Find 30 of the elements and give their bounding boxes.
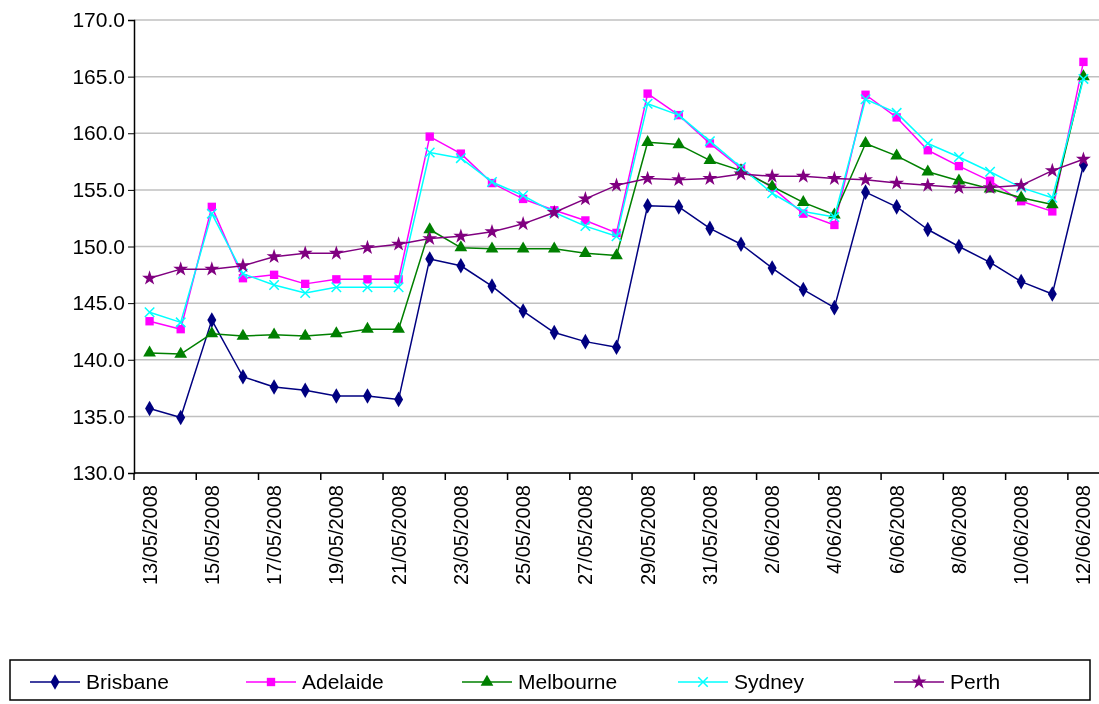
x-tick-label: 23/05/2008 [449, 485, 472, 586]
y-tick-label: 155.0 [72, 178, 125, 202]
x-tick-label: 13/05/2008 [138, 485, 161, 586]
x-tick-label: 19/05/2008 [325, 485, 348, 586]
x-tick-label: 25/05/2008 [512, 485, 535, 586]
legend-label: Sydney [734, 670, 805, 693]
y-tick-label: 170.0 [72, 8, 125, 32]
x-tick-label: 6/06/2008 [885, 485, 908, 574]
y-tick-label: 130.0 [72, 461, 125, 485]
x-tick-label: 15/05/2008 [200, 485, 223, 586]
y-tick-label: 150.0 [72, 234, 125, 258]
legend-label: Perth [950, 670, 1001, 693]
x-tick-label: 27/05/2008 [574, 485, 597, 586]
legend-label: Adelaide [302, 670, 384, 693]
x-tick-label: 8/06/2008 [947, 485, 970, 574]
y-tick-label: 140.0 [72, 347, 125, 371]
legend-label: Melbourne [518, 670, 618, 693]
x-tick-label: 4/06/2008 [823, 485, 846, 574]
y-tick-label: 160.0 [72, 121, 125, 145]
x-tick-label: 29/05/2008 [636, 485, 659, 586]
x-tick-label: 17/05/2008 [263, 485, 286, 586]
y-tick-label: 135.0 [72, 404, 125, 428]
y-tick-label: 145.0 [72, 291, 125, 315]
y-tick-label: 165.0 [72, 64, 125, 88]
legend-label: Brisbane [86, 670, 169, 693]
x-tick-label: 31/05/2008 [698, 485, 721, 586]
x-tick-label: 2/06/2008 [761, 485, 784, 574]
x-tick-label: 21/05/2008 [387, 485, 410, 586]
x-tick-label: 10/06/2008 [1010, 485, 1033, 586]
x-tick-label: 12/06/2008 [1072, 485, 1095, 586]
